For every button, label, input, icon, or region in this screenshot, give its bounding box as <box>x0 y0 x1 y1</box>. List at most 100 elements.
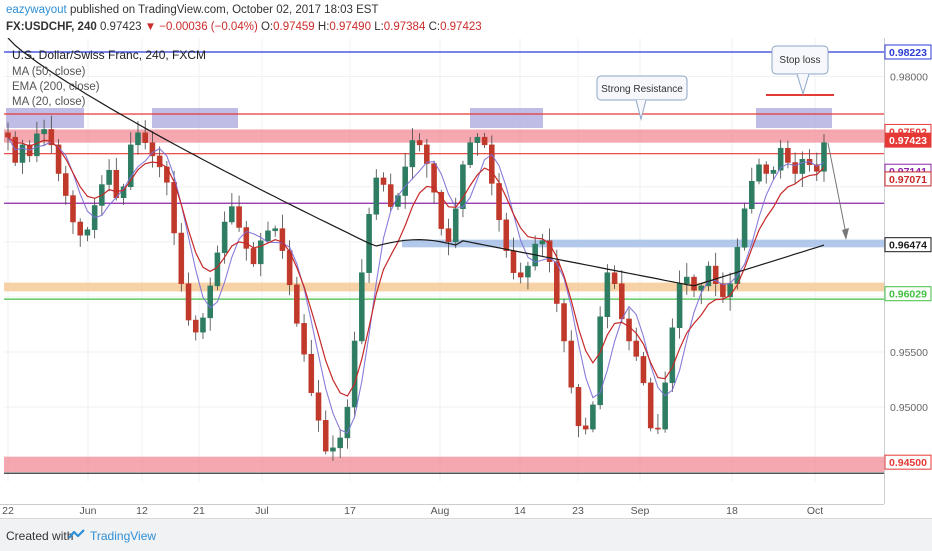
candle-59 <box>431 160 437 204</box>
candle-body-47 <box>344 406 351 439</box>
candle-98 <box>712 252 719 297</box>
candle-body-20 <box>149 142 156 157</box>
candle-44 <box>322 410 329 455</box>
candle-body-37 <box>272 228 278 232</box>
footer-brand-link[interactable]: TradingView <box>90 529 157 543</box>
published-text: published on TradingView.com, October 02… <box>69 4 379 16</box>
time-tick-10: 18 <box>726 505 738 517</box>
time-tick-2: 12 <box>136 505 148 517</box>
candle-84 <box>611 265 618 289</box>
candle-48 <box>351 331 358 417</box>
time-tick-1: Jun <box>80 505 97 517</box>
candle-53 <box>387 173 394 212</box>
candle-body-80 <box>582 425 589 430</box>
candle-30 <box>221 211 228 264</box>
candle-109 <box>792 152 798 185</box>
candle-body-79 <box>575 387 582 427</box>
candle-110 <box>799 151 806 188</box>
candle-45 <box>330 435 336 461</box>
candle-body-88 <box>640 356 647 384</box>
candle-37 <box>272 225 278 237</box>
candle-69 <box>503 212 510 258</box>
candle-body-83 <box>604 272 611 317</box>
candle-body-7 <box>55 144 62 174</box>
price-label-fill-2 <box>885 133 931 148</box>
candle-body-45 <box>330 447 336 452</box>
candle-body-25 <box>185 283 192 321</box>
candle-106 <box>770 166 777 181</box>
candle-46 <box>337 428 343 458</box>
zone-support <box>4 456 884 473</box>
candle-body-6 <box>48 129 55 146</box>
candle-body-43 <box>315 392 322 421</box>
candle-body-99 <box>720 283 726 298</box>
candle-11 <box>84 227 91 242</box>
candle-47 <box>344 399 351 449</box>
candle-99 <box>720 272 726 303</box>
ohlc-close-value: 0.97423 <box>440 21 482 33</box>
candle-body-66 <box>481 136 488 146</box>
candle-body-54 <box>395 195 401 207</box>
candle-10 <box>77 218 83 247</box>
candlestick-chart[interactable]: 0.980000.955000.950000.982230.975020.974… <box>0 38 932 518</box>
candle-103 <box>749 167 755 214</box>
candle-body-29 <box>214 252 221 287</box>
candle-body-67 <box>489 144 495 184</box>
candle-body-49 <box>359 272 365 342</box>
candle-body-97 <box>705 265 712 287</box>
author-link[interactable]: eazywayout <box>6 4 67 16</box>
price-label-4: 0.97071 <box>884 171 932 187</box>
candle-body-48 <box>351 340 358 408</box>
zones <box>4 51 884 474</box>
time-tick-7: 14 <box>514 505 526 517</box>
candle-body-106 <box>770 169 777 174</box>
candle-body-109 <box>792 162 798 174</box>
zone-resistance <box>4 129 884 143</box>
candle-50 <box>366 207 372 283</box>
candle-80 <box>582 417 589 435</box>
candle-113 <box>821 134 827 182</box>
candle-body-57 <box>416 140 423 146</box>
candle-7 <box>55 139 62 182</box>
candle-75 <box>546 228 553 273</box>
candle-body-58 <box>424 144 430 164</box>
candle-body-52 <box>380 177 387 185</box>
candle-body-89 <box>647 382 654 429</box>
candle-52 <box>380 172 387 192</box>
candle-body-23 <box>171 182 177 234</box>
price-label-5: 0.96474 <box>884 237 932 253</box>
candle-body-14 <box>106 169 112 185</box>
chart-header: eazywayout published on TradingView.com,… <box>0 0 932 38</box>
candle-74 <box>539 233 546 257</box>
candle-body-46 <box>337 437 343 449</box>
candle-51 <box>373 169 380 220</box>
candle-body-34 <box>250 248 257 265</box>
strong-resistance-callout[interactable]: Strong Resistance <box>596 75 688 121</box>
price-label-text-2: 0.97423 <box>889 135 927 147</box>
time-tick-11: Oct <box>807 505 823 517</box>
candle-77 <box>561 298 567 353</box>
stop-loss-callout-text: Stop loss <box>779 55 820 66</box>
candle-28 <box>207 277 213 331</box>
footer-created-text: Created with <box>6 529 74 543</box>
candle-body-5 <box>41 129 47 135</box>
price-axis-background <box>884 38 932 518</box>
last-price: 0.97423 <box>99 21 142 33</box>
candle-105 <box>763 161 770 184</box>
candle-56 <box>409 128 416 180</box>
price-tick-6: 0.95000 <box>890 402 928 414</box>
legend-title: U.S. Dollar/Swiss Franc, 240, FXCM <box>12 48 206 62</box>
candle-58 <box>424 138 430 178</box>
candle-body-41 <box>301 323 307 355</box>
candle-body-15 <box>113 169 120 199</box>
price-axis: 0.980000.955000.950000.982230.975020.974… <box>884 38 932 518</box>
candle-32 <box>236 195 242 232</box>
candle-body-10 <box>77 221 83 236</box>
candle-72 <box>525 261 531 290</box>
candle-body-86 <box>626 318 632 342</box>
candle-24 <box>178 223 185 292</box>
zone-highlight-2 <box>470 108 543 128</box>
tradingview-logo-icon[interactable] <box>68 528 86 540</box>
candle-83 <box>604 264 611 329</box>
stop-loss-callout[interactable]: Stop loss <box>771 45 829 96</box>
